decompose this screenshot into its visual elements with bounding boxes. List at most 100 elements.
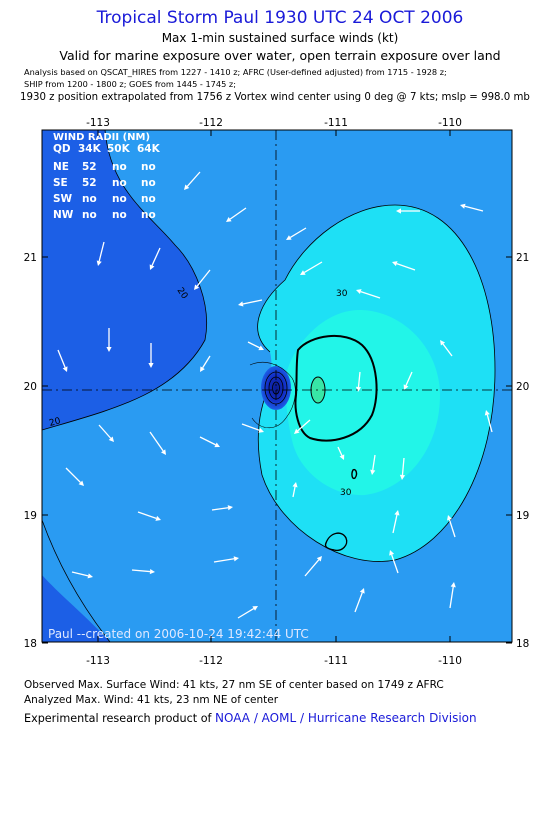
wind-radii-title: WIND RADII (NM) — [53, 132, 150, 143]
contour-field: 20 20 30 30 WIND RADII (NM) QD 34K 50K 6… — [42, 130, 512, 642]
y-tick-label: 18 — [516, 638, 529, 650]
wind-arrow-head — [399, 474, 406, 480]
wind-arrow-shaft — [392, 514, 398, 534]
wind-arrow-head — [238, 301, 244, 307]
wind-radii-cell: NW — [53, 209, 74, 221]
attribution-prefix: Experimental research product of — [24, 712, 216, 725]
y-tick-label: 18 — [24, 638, 37, 650]
x-tick-label: -113 — [86, 655, 110, 667]
wind-arrow-head — [403, 384, 409, 390]
wind-arrow-head — [316, 556, 322, 562]
y-axis-right-labels: 21 20 19 18 — [516, 252, 529, 650]
wind-arrow-head — [106, 347, 112, 352]
y-tick-label: 20 — [516, 381, 529, 393]
wind-arrow-head — [87, 573, 93, 579]
wind-arrow-shaft — [396, 263, 416, 271]
wind-vectors — [57, 171, 493, 619]
wind-arrow-head — [286, 235, 292, 240]
x-axis-top-labels: -113 -112 -111 -110 — [86, 117, 462, 129]
wind-radii-cell: no — [112, 193, 127, 205]
wind-arrow-shaft — [337, 446, 343, 456]
analysis-sources-line-2: SHIP from 1200 - 1800 z; GOES from 1445 … — [24, 79, 236, 89]
wind-radii-cell: SE — [53, 177, 68, 189]
wind-arrow-head — [394, 510, 400, 516]
wind-arrow-shaft — [247, 341, 260, 349]
wind-arrow-head — [447, 515, 452, 521]
wind-radii-cell: no — [82, 209, 97, 221]
map-credit: Paul --created on 2006-10-24 19:42:44 UT… — [48, 627, 309, 641]
wind-radii-table: WIND RADII (NM) QD 34K 50K 64K NE 52 no … — [53, 132, 161, 221]
wind-arrow-shaft — [391, 554, 399, 574]
wind-arrow-head — [355, 386, 362, 392]
analysis-sources-line-1: Analysis based on QSCAT_HIRES from 1227 … — [24, 67, 447, 77]
y-tick-label: 20 — [24, 381, 37, 393]
wind-arrow-shaft — [304, 559, 320, 577]
wind-arrow-head — [292, 482, 298, 488]
wind-arrow-head — [359, 588, 365, 594]
wind-arrow-head — [78, 480, 84, 486]
wind-arrow-head — [460, 203, 466, 209]
wind-radii-cell: no — [82, 193, 97, 205]
x-tick-label: -112 — [199, 655, 223, 667]
wind-radii-cell: no — [112, 209, 127, 221]
contour-label: 30 — [336, 289, 348, 299]
tick-marks — [42, 130, 512, 644]
attribution: Experimental research product of NOAA / … — [24, 711, 477, 725]
wind-arrow-shaft — [98, 424, 112, 439]
wind-arrow-head — [194, 284, 200, 290]
wind-arrow-head — [258, 427, 264, 433]
band-40-plus-kt — [285, 309, 440, 496]
y-tick-label: 21 — [24, 252, 37, 264]
contour-island-1 — [324, 532, 348, 552]
wind-radii-cell: 52 — [82, 177, 97, 189]
y-tick-label: 21 — [516, 252, 529, 264]
wind-arrow-head — [149, 568, 155, 575]
contour-20-kt-south — [42, 519, 111, 642]
wind-arrow-shaft — [449, 586, 454, 609]
analyzed-max-wind: Analyzed Max. Wind: 41 kts, 23 nm NE of … — [24, 694, 279, 706]
contour-label: 30 — [340, 488, 352, 498]
wind-radii-cell: 52 — [82, 161, 97, 173]
wind-arrow-head — [62, 366, 68, 372]
wind-arrow-shaft — [360, 290, 381, 299]
wind-arrow-shaft — [202, 355, 211, 369]
wind-arrow-shaft — [149, 431, 164, 452]
wind-arrow-shaft — [71, 571, 89, 577]
contour-20-kt — [42, 130, 207, 431]
hrd-link[interactable]: NOAA / AOML / Hurricane Research Divisio… — [215, 711, 477, 725]
wind-radii-header-34k: 34K — [78, 143, 102, 155]
wind-arrow-shaft — [186, 171, 201, 187]
wind-radii-cell: NE — [53, 161, 69, 173]
wind-arrow-shaft — [292, 486, 296, 498]
wind-arrow-shaft — [241, 423, 260, 431]
wind-arrow-head — [252, 606, 258, 611]
y-tick-label: 19 — [516, 510, 529, 522]
storm-low-center — [261, 366, 291, 410]
wind-arrow-head — [227, 505, 233, 511]
wind-arrow-shaft — [297, 419, 311, 432]
wind-arrow-shaft — [442, 343, 453, 357]
wind-arrow-shaft — [354, 592, 363, 613]
wind-arrow-head — [148, 363, 154, 368]
contour-30-kt — [257, 204, 496, 562]
wind-arrow-head — [450, 582, 456, 588]
wind-arrow-shaft — [289, 227, 307, 238]
x-tick-label: -112 — [199, 117, 223, 129]
wind-arrow-shaft — [131, 569, 151, 573]
wind-arrow-shaft — [151, 247, 161, 266]
wind-radii-header-50k: 50K — [107, 143, 131, 155]
wind-arrow-head — [226, 217, 232, 222]
map-title: Tropical Storm Paul 1930 UTC 24 OCT 2006 — [96, 8, 464, 28]
wind-arrow-head — [356, 289, 362, 295]
wind-arrow-head — [214, 442, 220, 448]
wind-radii-cell: no — [141, 177, 156, 189]
y-tick-label: 19 — [24, 510, 37, 522]
contour-island-2 — [351, 468, 358, 480]
wind-arrow-shaft — [448, 519, 456, 538]
x-tick-label: -111 — [324, 117, 348, 129]
wind-arrow-head — [161, 449, 166, 455]
wind-arrow-head — [233, 556, 239, 562]
wind-arrow-head — [484, 410, 490, 416]
wind-arrow-head — [96, 260, 102, 266]
wind-arrow-shaft — [405, 371, 413, 386]
